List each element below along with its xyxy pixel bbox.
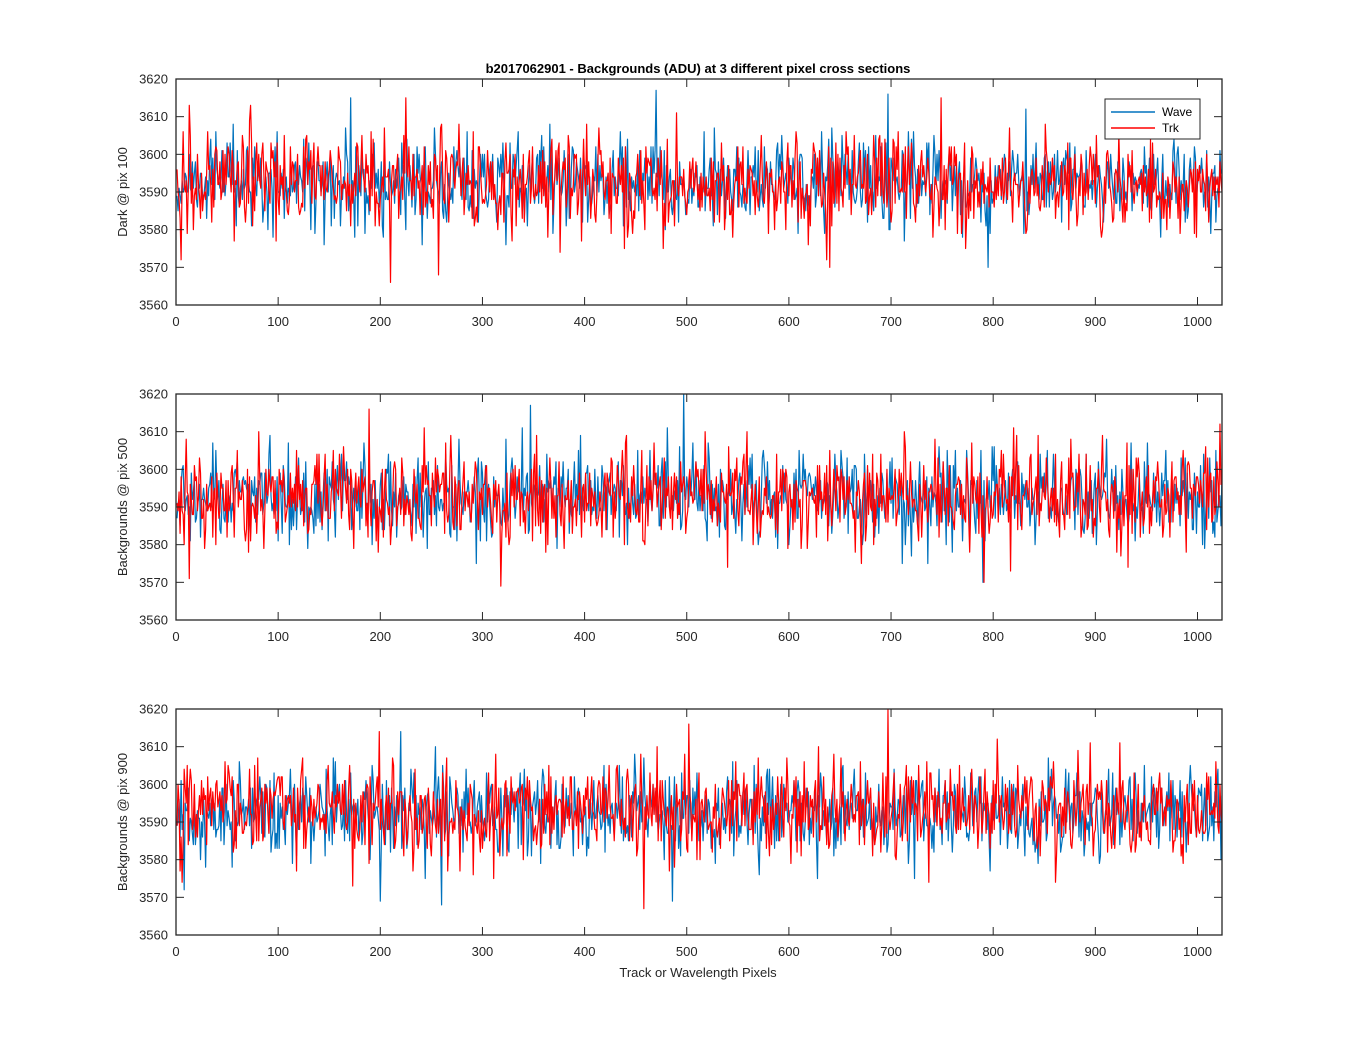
y-tick-label: 3610 <box>139 109 168 124</box>
x-tick-label: 100 <box>267 314 289 329</box>
y-axis-label: Backgrounds @ pix 900 <box>115 753 130 891</box>
x-tick-label: 400 <box>574 314 596 329</box>
y-tick-label: 3580 <box>139 537 168 552</box>
y-tick-label: 3590 <box>139 815 168 830</box>
x-tick-label: 1000 <box>1183 314 1212 329</box>
x-tick-label: 0 <box>172 314 179 329</box>
y-tick-label: 3580 <box>139 222 168 237</box>
x-tick-label: 800 <box>982 314 1004 329</box>
y-tick-label: 3580 <box>139 852 168 867</box>
y-tick-label: 3620 <box>139 387 168 402</box>
y-tick-label: 3570 <box>139 890 168 905</box>
series-lines <box>176 89 1222 283</box>
y-tick-label: 3600 <box>139 462 168 477</box>
x-tick-label: 400 <box>574 944 596 959</box>
y-tick-label: 3560 <box>139 298 168 313</box>
x-tick-label: 700 <box>880 629 902 644</box>
panel-3: 0 100 200 300 400 500 600 700 800 900 1000 3560 3570… <box>115 702 1223 959</box>
series-lines <box>176 394 1222 587</box>
y-tick-label: 3600 <box>139 147 168 162</box>
x-tick-label: 900 <box>1084 314 1106 329</box>
legend: Wave Trk <box>1104 98 1201 140</box>
x-tick-label: 600 <box>778 314 800 329</box>
x-tick-label: 700 <box>880 314 902 329</box>
x-tick-label: 200 <box>369 629 391 644</box>
series-trk-line <box>176 97 1222 283</box>
y-tick-label: 3560 <box>139 928 168 943</box>
x-tick-label: 600 <box>778 629 800 644</box>
x-tick-label: 300 <box>472 314 494 329</box>
x-tick-label: 300 <box>472 944 494 959</box>
x-tick-label: 900 <box>1084 629 1106 644</box>
series-trk-line <box>176 709 1222 910</box>
y-tick-label: 3620 <box>139 702 168 717</box>
x-tick-label: 500 <box>676 944 698 959</box>
y-tick-label: 3600 <box>139 777 168 792</box>
y-tick-label: 3570 <box>139 575 168 590</box>
y-tick-label: 3590 <box>139 185 168 200</box>
panels: 0 100 200 300 400 500 600 700 800 900 100035603570… <box>115 72 1223 959</box>
y-axis-label: Backgrounds @ pix 500 <box>115 438 130 576</box>
series-trk-line <box>176 408 1222 587</box>
x-tick-label: 100 <box>267 629 289 644</box>
x-tick-label: 300 <box>472 629 494 644</box>
x-tick-label: 200 <box>369 944 391 959</box>
x-tick-label: 1000 <box>1183 944 1212 959</box>
y-tick-label: 3620 <box>139 72 168 87</box>
panel-1: 0 100 200 300 400 500 600 700 800 900 1000 3560 3570… <box>115 72 1223 329</box>
x-tick-label: 700 <box>880 944 902 959</box>
series-lines <box>176 709 1222 910</box>
x-tick-label: 500 <box>676 629 698 644</box>
legend-label-trk: Trk <box>1162 121 1180 135</box>
panel-2: 0 100 200 300 400 500 600 700 800 900 1000 3560 3570… <box>115 387 1223 644</box>
x-tick-label: 500 <box>676 314 698 329</box>
x-tick-label: 400 <box>574 629 596 644</box>
x-tick-label: 200 <box>369 314 391 329</box>
x-tick-label: 800 <box>982 944 1004 959</box>
x-tick-label: 0 <box>172 944 179 959</box>
x-tick-label: 100 <box>267 944 289 959</box>
x-tick-label: 900 <box>1084 944 1106 959</box>
figure-title: b2017062901 - Backgrounds (ADU) at 3 dif… <box>486 61 911 76</box>
x-tick-label: 600 <box>778 944 800 959</box>
x-axis-label: Track or Wavelength Pixels <box>619 965 777 980</box>
x-tick-label: 1000 <box>1183 629 1212 644</box>
x-tick-label: 800 <box>982 629 1004 644</box>
y-tick-label: 3590 <box>139 500 168 515</box>
y-axis-label: Dark @ pix 100 <box>115 147 130 237</box>
legend-label-wave: Wave <box>1162 105 1193 119</box>
y-tick-label: 3610 <box>139 739 168 754</box>
y-tick-label: 3570 <box>139 260 168 275</box>
legend-box <box>1104 98 1201 140</box>
y-tick-label: 3610 <box>139 424 168 439</box>
y-tick-label: 3560 <box>139 613 168 628</box>
x-tick-label: 0 <box>172 629 179 644</box>
